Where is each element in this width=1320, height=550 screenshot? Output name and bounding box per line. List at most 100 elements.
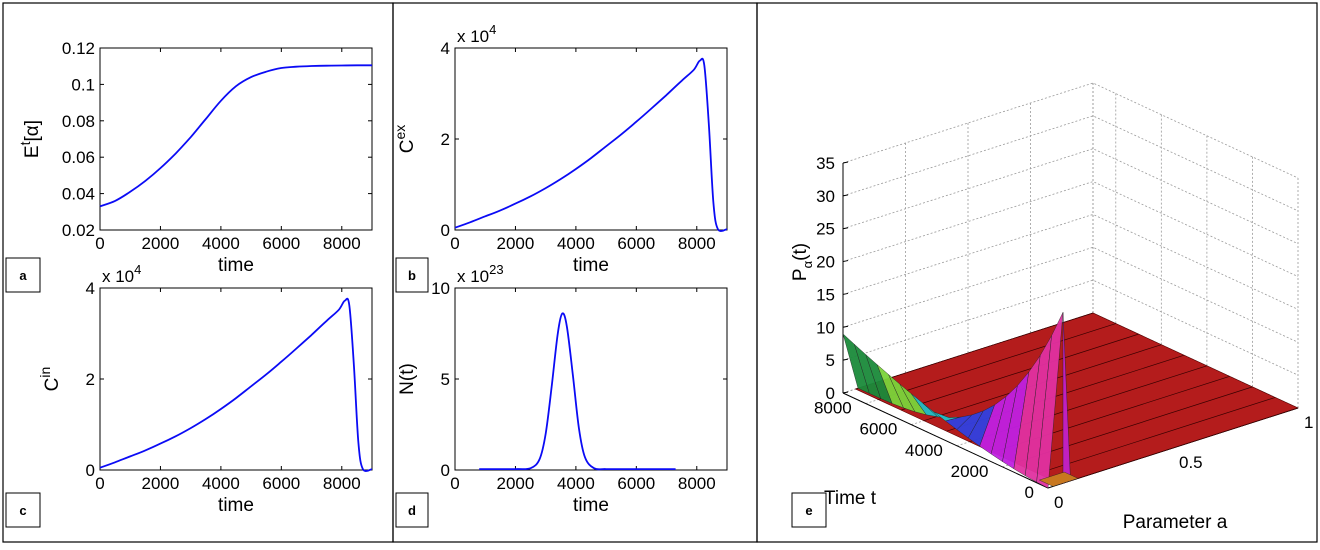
grid-line-z: [842, 148, 1299, 245]
y-tick-label: 4: [86, 279, 95, 298]
grid-line-z: [842, 214, 1299, 310]
x-tick-label: 2000: [497, 474, 535, 493]
y-tick-label: 2: [441, 130, 450, 149]
y-exponent-label: x 104: [102, 262, 141, 286]
t-tick-label: 4000: [905, 441, 943, 460]
grid-line-z: [842, 246, 1299, 343]
x-tick-label: 8000: [323, 234, 361, 253]
x-tick-label: 6000: [617, 234, 655, 253]
x-tick-label: 0: [450, 234, 459, 253]
y-axis-label: Cex: [392, 125, 418, 154]
z-tick-label: 10: [816, 318, 835, 337]
panel-label-a: a: [5, 257, 41, 293]
t-tick-label: 8000: [814, 399, 852, 418]
surface-base-strip: [1038, 471, 1079, 487]
y-axis-label-main: C: [397, 140, 418, 154]
y-tick-label: 4: [441, 39, 450, 58]
panel-label-c: c: [5, 492, 41, 528]
z-tick-mark: [842, 194, 849, 197]
a-tick-label: 1: [1304, 413, 1313, 432]
x-axis-label: time: [218, 255, 254, 276]
axes-box-c: [99, 287, 373, 471]
x-tick-label: 8000: [678, 234, 716, 253]
y-axis-label-superscript: ex: [392, 125, 408, 140]
x-tick-label: 2000: [142, 474, 180, 493]
x-tick-label: 6000: [617, 474, 655, 493]
t-axis-label: Time t: [824, 488, 877, 509]
surface-grid-line: [1060, 407, 1299, 485]
panel-label-b: b: [395, 257, 429, 293]
y-tick-label: 5: [441, 370, 450, 389]
y-tick-label: 2: [86, 370, 95, 389]
y-tick-label: 0.04: [62, 185, 95, 204]
y-axis-label-main: N(t): [397, 363, 418, 395]
z-tick-mark: [842, 227, 849, 230]
z-tick-label: 25: [816, 220, 835, 239]
z-tick-mark: [842, 391, 849, 394]
z-tick-label: 35: [816, 154, 835, 173]
grid-line-z: [842, 115, 1299, 212]
y-axis-label-main: E: [22, 145, 43, 158]
chart-a: 0 2000 4000 6000 8000 0.02 0.04 0.06 0.08 0.1 0.12…: [17, 39, 373, 276]
y-axis-label: N(t): [397, 363, 418, 395]
panel-label-b-text: b: [408, 268, 416, 283]
z-axis-label: Pα(t): [790, 243, 815, 281]
grid-line-z: [842, 181, 1299, 277]
y-tick-label: 0.1: [71, 75, 95, 94]
y-exponent-base: x 10: [457, 267, 489, 286]
y-axis-label-tail: [α]: [22, 120, 43, 142]
z-tick-label: 5: [826, 351, 835, 370]
grid-line-z: [842, 82, 1299, 179]
y-tick-label: 0.02: [62, 221, 95, 240]
axes-box-b: [454, 47, 728, 231]
chart-d: 0 2000 4000 6000 8000 0 5 10 time N(t) x 1023: [397, 262, 728, 516]
panel-label-e: e: [791, 492, 827, 528]
t-axis-line: [842, 392, 1049, 489]
z-tick-mark: [842, 325, 849, 328]
z-tick-mark: [842, 260, 849, 263]
z-axis-label-main: P: [790, 268, 811, 281]
x-tick-label: 4000: [202, 234, 240, 253]
x-tick-label: 0: [95, 234, 104, 253]
z-tick-mark: [842, 358, 849, 361]
x-tick-label: 2000: [142, 234, 180, 253]
y-tick-label: 0.06: [62, 148, 95, 167]
x-axis-label: time: [573, 255, 609, 276]
series-line-a: [99, 64, 372, 208]
z-axis-label-subscript: α: [800, 260, 815, 268]
z-tick-label: 15: [816, 285, 835, 304]
t-tick-label: 6000: [860, 420, 898, 439]
series-line-c: [99, 297, 373, 472]
y-tick-label: 10: [431, 279, 450, 298]
x-axis-label: time: [573, 495, 609, 516]
panel-label-d-text: d: [408, 503, 416, 518]
chart-e: 051015202530350200040006000800000.51Time…: [790, 82, 1313, 533]
x-tick-label: 0: [450, 474, 459, 493]
y-exponent-power: 4: [489, 22, 496, 37]
series-line-d: [479, 312, 676, 471]
y-tick-label: 0: [86, 461, 95, 480]
y-exponent-power: 4: [134, 262, 141, 277]
y-exponent-base: x 10: [457, 27, 489, 46]
x-tick-label: 4000: [557, 474, 595, 493]
a-axis-label: Parameter a: [1123, 512, 1228, 533]
y-exponent-base: x 10: [102, 267, 134, 286]
y-tick-label: 0: [441, 221, 450, 240]
z-tick-label: 0: [826, 384, 835, 403]
panel-border-right: [756, 2, 1318, 543]
z-tick-mark: [842, 292, 849, 295]
panel-label-e-text: e: [805, 503, 812, 518]
x-tick-label: 8000: [678, 474, 716, 493]
surface-grid-line: [1037, 397, 1276, 474]
surface-grid-line: [878, 323, 1116, 400]
y-tick-label: 0: [441, 461, 450, 480]
panel-label-a-text: a: [19, 268, 27, 283]
y-axis-label: Et[α]: [17, 120, 43, 158]
axes-box-d: [454, 287, 728, 471]
axes-box-a: [99, 47, 373, 231]
surface-grid-line: [855, 312, 1094, 390]
y-axis-label-main: C: [42, 378, 63, 392]
y-exponent-label: x 104: [457, 22, 496, 46]
